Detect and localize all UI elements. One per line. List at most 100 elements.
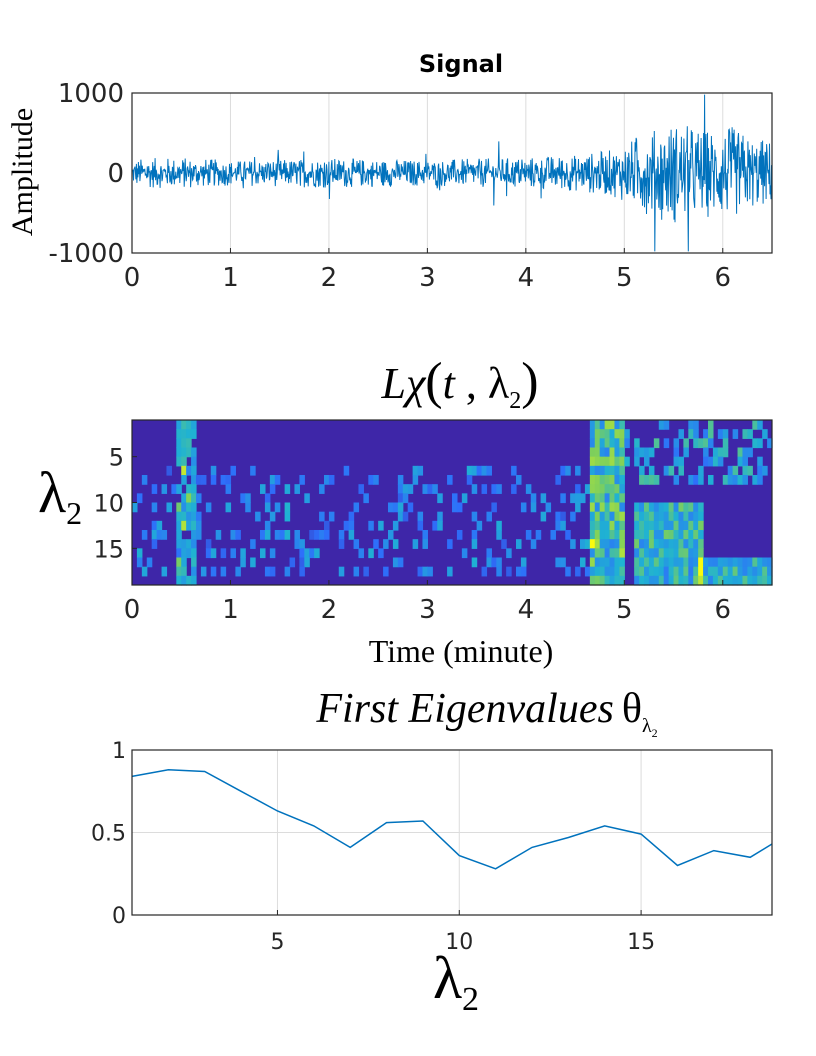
heatmap-cell <box>146 557 153 568</box>
heatmap-cell <box>132 502 138 513</box>
heatmap-cell <box>698 566 704 577</box>
heatmap-cell <box>604 511 611 522</box>
heatmap-cell <box>589 539 596 549</box>
heatmap-cell <box>176 539 182 549</box>
heatmap-cell <box>589 447 596 458</box>
heatmap-cell <box>604 447 611 458</box>
heatmap-cell <box>668 548 675 559</box>
heatmap-cell <box>447 475 453 485</box>
heatmap-cell <box>264 520 271 531</box>
heatmap-cell <box>511 465 517 476</box>
heatmap-cell <box>614 438 620 449</box>
heatmap-cell <box>604 493 611 504</box>
heatmap-cell <box>550 530 556 540</box>
heatmap-cell <box>599 502 606 513</box>
heatmap-cell <box>757 475 763 485</box>
heatmap-cell <box>225 475 232 485</box>
heatmap-cell <box>732 557 739 568</box>
heatmap-cell <box>594 465 601 476</box>
heatmap-cell <box>299 548 305 559</box>
heatmap-cell <box>619 438 625 449</box>
heatmap-cell <box>609 502 616 513</box>
heatmap-cell <box>176 557 182 568</box>
heatmap-cell <box>727 557 734 568</box>
heatmap-cell <box>717 447 724 458</box>
heatmap-cell <box>181 429 187 439</box>
heatmap-cell <box>191 447 197 458</box>
heatmap-cell <box>324 475 330 485</box>
heatmap-cell <box>708 420 714 430</box>
heatmap-cell <box>762 575 768 586</box>
heatmap-cell <box>555 520 561 531</box>
heatmap-cell <box>289 557 296 568</box>
heatmap-cell <box>668 465 675 476</box>
heatmap-cell <box>668 566 675 577</box>
heatmap-cell <box>653 566 660 577</box>
heatmap-cell <box>688 548 694 559</box>
heatmap-cell <box>639 511 645 522</box>
heatmap-cell <box>619 456 625 467</box>
heatmap-cell <box>264 502 271 513</box>
heatmap-cell <box>353 566 360 577</box>
heatmap-cell <box>688 511 694 522</box>
heatmap-cell <box>565 465 571 476</box>
heatmap-cell <box>678 465 684 476</box>
heatmap-cell <box>599 420 606 430</box>
heatmap-cell <box>722 438 729 449</box>
heatmap-cell <box>673 557 680 568</box>
heatmap-cell <box>530 502 537 513</box>
heatmap-cell <box>698 539 704 549</box>
heatmap-cell <box>683 511 689 522</box>
heatmap-cell <box>447 539 453 549</box>
heatmap-cell <box>747 429 753 439</box>
heatmap-cell <box>722 429 729 439</box>
heatmap-cell <box>545 502 552 513</box>
heatmap-cell <box>722 566 729 577</box>
heatmap-cell <box>648 557 655 568</box>
signal-title: Signal <box>419 50 503 78</box>
heatmap-cell <box>481 465 488 476</box>
heatmap-cell <box>757 438 763 449</box>
heatmap-cell <box>639 475 645 485</box>
heatmap-cell <box>619 548 625 559</box>
heatmap-cell <box>648 520 655 531</box>
heatmap-panel: Lχ(t , λ2) λ2 0 1 2 3 4 5 6 5 10 15 Time (minute… <box>38 353 773 669</box>
eigen-series-line <box>131 769 773 870</box>
heatmap-cell <box>516 566 522 577</box>
heatmap-cell <box>181 438 187 449</box>
heatmap-cell <box>186 502 192 513</box>
heatmap-cell <box>767 575 773 586</box>
heatmap-cell <box>225 502 232 513</box>
heatmap-cell <box>663 557 670 568</box>
heatmap-cell <box>609 438 616 449</box>
heatmap-cell <box>186 429 192 439</box>
heatmap-cell <box>683 447 689 458</box>
heatmap-cell <box>589 530 596 540</box>
heatmap-cell <box>279 530 286 540</box>
heatmap-cell <box>496 520 502 531</box>
heatmap-cell <box>397 493 404 504</box>
eigen-x-tick-label: 5 <box>270 930 284 955</box>
heatmap-cell <box>688 420 694 430</box>
heatmap-cell <box>181 502 187 513</box>
heatmap-cell <box>604 548 611 559</box>
heatmap-cell <box>269 511 276 522</box>
heatmap-cell <box>717 566 724 577</box>
heatmap-cell <box>634 456 640 467</box>
heatmap-cell <box>319 530 325 540</box>
heatmap-cell <box>663 575 670 586</box>
heatmap-cell <box>708 438 714 449</box>
heatmap-cell <box>176 575 182 586</box>
heatmap-cell <box>520 557 527 568</box>
heatmap-cell <box>570 539 576 549</box>
heatmap-cell <box>466 475 473 485</box>
heatmap-cell <box>688 575 694 586</box>
heatmap-cell <box>717 456 724 467</box>
heatmap-cell <box>589 475 596 485</box>
heatmap-cell <box>417 566 424 577</box>
heatmap-cell <box>683 438 689 449</box>
heatmap-cell <box>575 566 581 577</box>
heatmap-cell <box>609 557 616 568</box>
heatmap-cell <box>599 438 606 449</box>
heatmap-cell <box>757 456 763 467</box>
